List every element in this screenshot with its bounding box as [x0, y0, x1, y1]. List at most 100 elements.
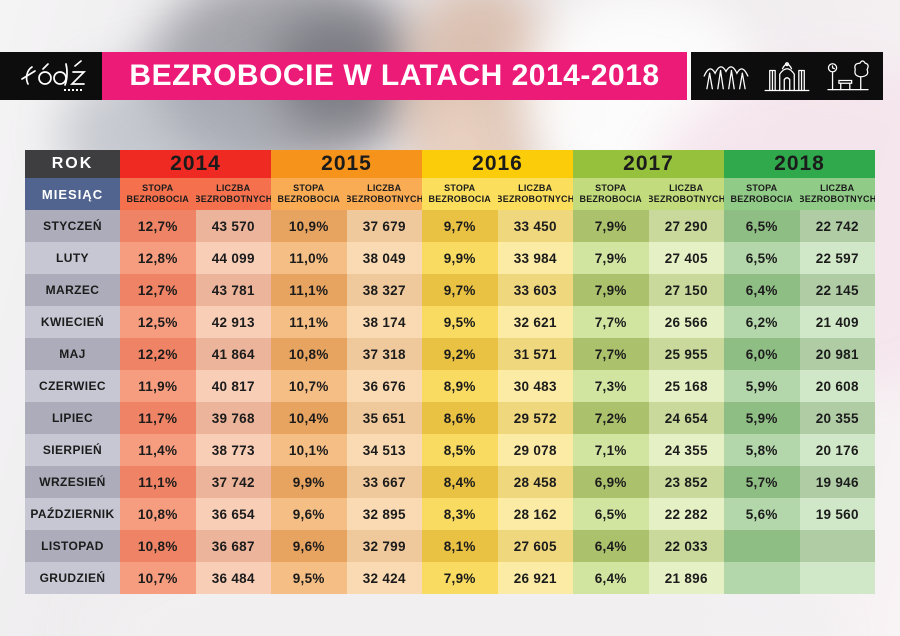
- subheader-liczba-2017: LICZBA BEZROBOTNYCH: [648, 178, 724, 210]
- stopa-cell-2017: 7,2%: [573, 402, 649, 434]
- subheader-stopa-2016: STOPA BEZROBOCIA: [422, 178, 498, 210]
- liczba-cell-2015: 33 667: [346, 466, 422, 498]
- month-cell: LUTY: [25, 242, 120, 274]
- liczba-cell-2015: 38 327: [346, 274, 422, 306]
- stopa-cell-2018: 6,0%: [724, 338, 800, 370]
- liczba-cell-2018: 19 946: [799, 466, 875, 498]
- liczba-cell-2018: 22 742: [799, 210, 875, 242]
- stopa-cell-2018: 5,6%: [724, 498, 800, 530]
- subheader-liczba-2018: LICZBA BEZROBOTNYCH: [799, 178, 875, 210]
- lodz-logo-icon: [21, 60, 87, 91]
- month-cell: LIPIEC: [25, 402, 120, 434]
- stopa-cell-2018: 5,7%: [724, 466, 800, 498]
- liczba-cell-2016: 28 162: [497, 498, 573, 530]
- banner-title: BEZROBOCIE W LATACH 2014-2018: [102, 52, 687, 100]
- liczba-cell-2015: 37 318: [346, 338, 422, 370]
- park-bench-icon: [827, 60, 869, 91]
- stopa-cell-2018: 5,9%: [724, 370, 800, 402]
- liczba-cell-2014: 37 742: [195, 466, 271, 498]
- subheader-stopa-2018: STOPA BEZROBOCIA: [724, 178, 800, 210]
- stopa-cell-2016: 9,2%: [422, 338, 498, 370]
- stopa-cell-2015: 9,6%: [271, 498, 347, 530]
- liczba-cell-2014: 40 817: [195, 370, 271, 402]
- stopa-cell-2015: 11,1%: [271, 306, 347, 338]
- stopa-cell-2014: 12,2%: [120, 338, 196, 370]
- liczba-cell-2015: 38 049: [346, 242, 422, 274]
- liczba-cell-2016: 33 603: [497, 274, 573, 306]
- stopa-cell-2015: 9,5%: [271, 562, 347, 594]
- liczba-cell-2014: 43 570: [195, 210, 271, 242]
- stopa-cell-2016: 8,3%: [422, 498, 498, 530]
- stopa-cell-2016: 7,9%: [422, 562, 498, 594]
- year-header-2014: 2014: [120, 150, 271, 178]
- stopa-cell-2017: 7,9%: [573, 210, 649, 242]
- liczba-cell-2016: 26 921: [497, 562, 573, 594]
- stopa-cell-2017: 7,9%: [573, 274, 649, 306]
- stopa-cell-2016: 9,7%: [422, 210, 498, 242]
- liczba-cell-2015: 35 651: [346, 402, 422, 434]
- liczba-cell-2016: 30 483: [497, 370, 573, 402]
- liczba-cell-2015: 36 676: [346, 370, 422, 402]
- month-cell: MAJ: [25, 338, 120, 370]
- stopa-cell-2015: 9,6%: [271, 530, 347, 562]
- liczba-cell-2016: 31 571: [497, 338, 573, 370]
- stopa-cell-2015: 10,1%: [271, 434, 347, 466]
- liczba-cell-2017: 22 282: [648, 498, 724, 530]
- stopa-cell-2016: 8,9%: [422, 370, 498, 402]
- stopa-cell-2016: 8,4%: [422, 466, 498, 498]
- liczba-cell-2016: 29 572: [497, 402, 573, 434]
- subheader-stopa-2014: STOPA BEZROBOCIA: [120, 178, 196, 210]
- subheader-liczba-2016: LICZBA BEZROBOTNYCH: [497, 178, 573, 210]
- stopa-cell-2017: 7,1%: [573, 434, 649, 466]
- stopa-cell-2017: 7,7%: [573, 338, 649, 370]
- liczba-cell-2017: 21 896: [648, 562, 724, 594]
- stopa-cell-2015: 10,8%: [271, 338, 347, 370]
- stopa-cell-2018: [724, 562, 800, 594]
- liczba-cell-2015: 32 799: [346, 530, 422, 562]
- stopa-cell-2014: 10,8%: [120, 498, 196, 530]
- liczba-cell-2016: 32 621: [497, 306, 573, 338]
- liczba-cell-2017: 24 355: [648, 434, 724, 466]
- rok-header: ROK: [25, 150, 120, 178]
- year-header-2018: 2018: [724, 150, 875, 178]
- month-cell: SIERPIEŃ: [25, 434, 120, 466]
- liczba-cell-2015: 32 895: [346, 498, 422, 530]
- liczba-cell-2016: 33 984: [497, 242, 573, 274]
- liczba-cell-2014: 42 913: [195, 306, 271, 338]
- stopa-cell-2016: 8,6%: [422, 402, 498, 434]
- stopa-cell-2017: 6,4%: [573, 562, 649, 594]
- stopa-cell-2015: 10,4%: [271, 402, 347, 434]
- subheader-stopa-2017: STOPA BEZROBOCIA: [573, 178, 649, 210]
- liczba-cell-2017: 27 290: [648, 210, 724, 242]
- liczba-cell-2018: 20 981: [799, 338, 875, 370]
- landmark-icons-box: [691, 52, 883, 100]
- stopa-cell-2017: 7,7%: [573, 306, 649, 338]
- liczba-cell-2018: 19 560: [799, 498, 875, 530]
- stopa-cell-2014: 10,8%: [120, 530, 196, 562]
- liczba-cell-2015: 32 424: [346, 562, 422, 594]
- stopa-cell-2014: 11,9%: [120, 370, 196, 402]
- month-cell: KWIECIEŃ: [25, 306, 120, 338]
- liczba-cell-2017: 23 852: [648, 466, 724, 498]
- stopa-cell-2014: 12,5%: [120, 306, 196, 338]
- stopa-cell-2015: 11,0%: [271, 242, 347, 274]
- subheader-liczba-2014: LICZBA BEZROBOTNYCH: [195, 178, 271, 210]
- liczba-cell-2017: 27 405: [648, 242, 724, 274]
- stopa-cell-2017: 7,9%: [573, 242, 649, 274]
- stopa-cell-2014: 12,7%: [120, 274, 196, 306]
- liczba-cell-2014: 43 781: [195, 274, 271, 306]
- stopa-cell-2014: 12,8%: [120, 242, 196, 274]
- subheader-liczba-2015: LICZBA BEZROBOTNYCH: [346, 178, 422, 210]
- stopa-cell-2016: 8,1%: [422, 530, 498, 562]
- stopa-cell-2018: 6,5%: [724, 210, 800, 242]
- month-cell: LISTOPAD: [25, 530, 120, 562]
- year-header-2015: 2015: [271, 150, 422, 178]
- liczba-cell-2018: 20 608: [799, 370, 875, 402]
- month-cell: MARZEC: [25, 274, 120, 306]
- stopa-cell-2014: 10,7%: [120, 562, 196, 594]
- stopa-cell-2016: 8,5%: [422, 434, 498, 466]
- liczba-cell-2018: 22 597: [799, 242, 875, 274]
- liczba-cell-2014: 44 099: [195, 242, 271, 274]
- liczba-cell-2016: 28 458: [497, 466, 573, 498]
